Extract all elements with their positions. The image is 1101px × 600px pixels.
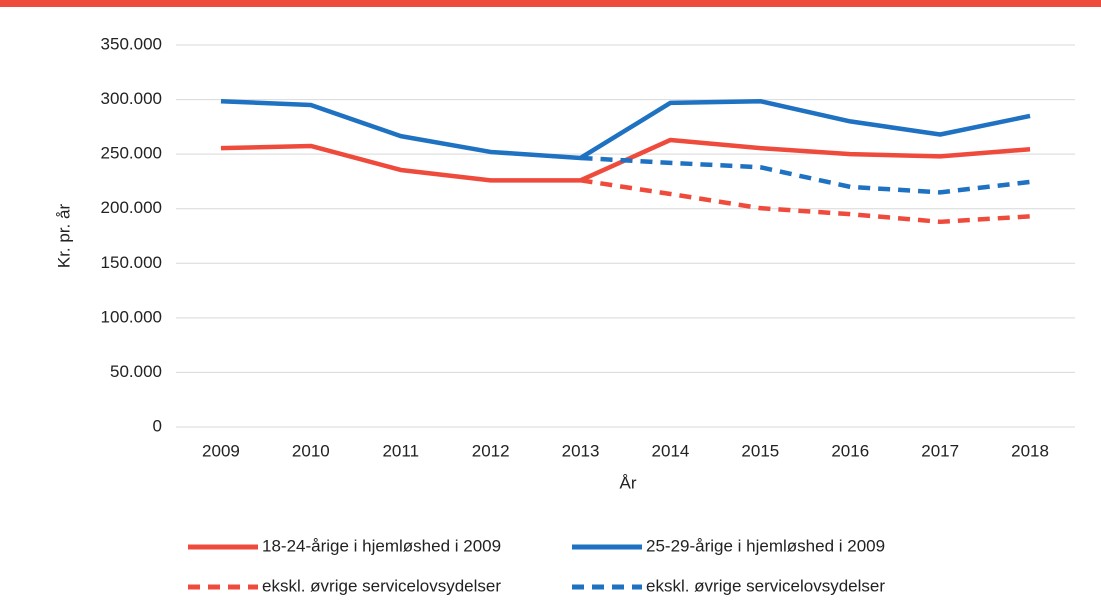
x-axis-label: År [620, 473, 637, 492]
x-tick-label: 2009 [202, 441, 240, 460]
series-line [220, 98, 1031, 161]
legend-label: 25-29-årige i hjemløshed i 2009 [646, 536, 885, 555]
y-tick-label: 350.000 [101, 34, 162, 53]
y-axis-label: Kr. pr. år [54, 204, 73, 269]
series-line [580, 155, 1031, 195]
y-tick-label: 0 [153, 416, 162, 435]
y-tick-label: 200.000 [101, 198, 162, 217]
legend-label: ekskl. øvrige servicelovsydelser [262, 576, 501, 595]
x-tick-label: 2016 [831, 441, 869, 460]
x-tick-label: 2015 [741, 441, 779, 460]
x-tick-label: 2012 [472, 441, 510, 460]
y-tick-label: 300.000 [101, 89, 162, 108]
y-tick-label: 100.000 [101, 307, 162, 326]
x-tick-label: 2014 [652, 441, 690, 460]
y-tick-label: 50.000 [110, 362, 162, 381]
x-tick-label: 2010 [292, 441, 330, 460]
series-line [580, 178, 1031, 225]
top-bar [0, 0, 1101, 7]
x-tick-label: 2011 [382, 441, 419, 460]
y-tick-label: 150.000 [101, 253, 162, 272]
legend-label: 18-24-årige i hjemløshed i 2009 [262, 536, 501, 555]
y-tick-label: 250.000 [101, 144, 162, 163]
legend-label: ekskl. øvrige servicelovsydelser [646, 576, 885, 595]
x-tick-label: 2013 [562, 441, 600, 460]
x-tick-label: 2018 [1011, 441, 1049, 460]
x-tick-label: 2017 [921, 441, 959, 460]
